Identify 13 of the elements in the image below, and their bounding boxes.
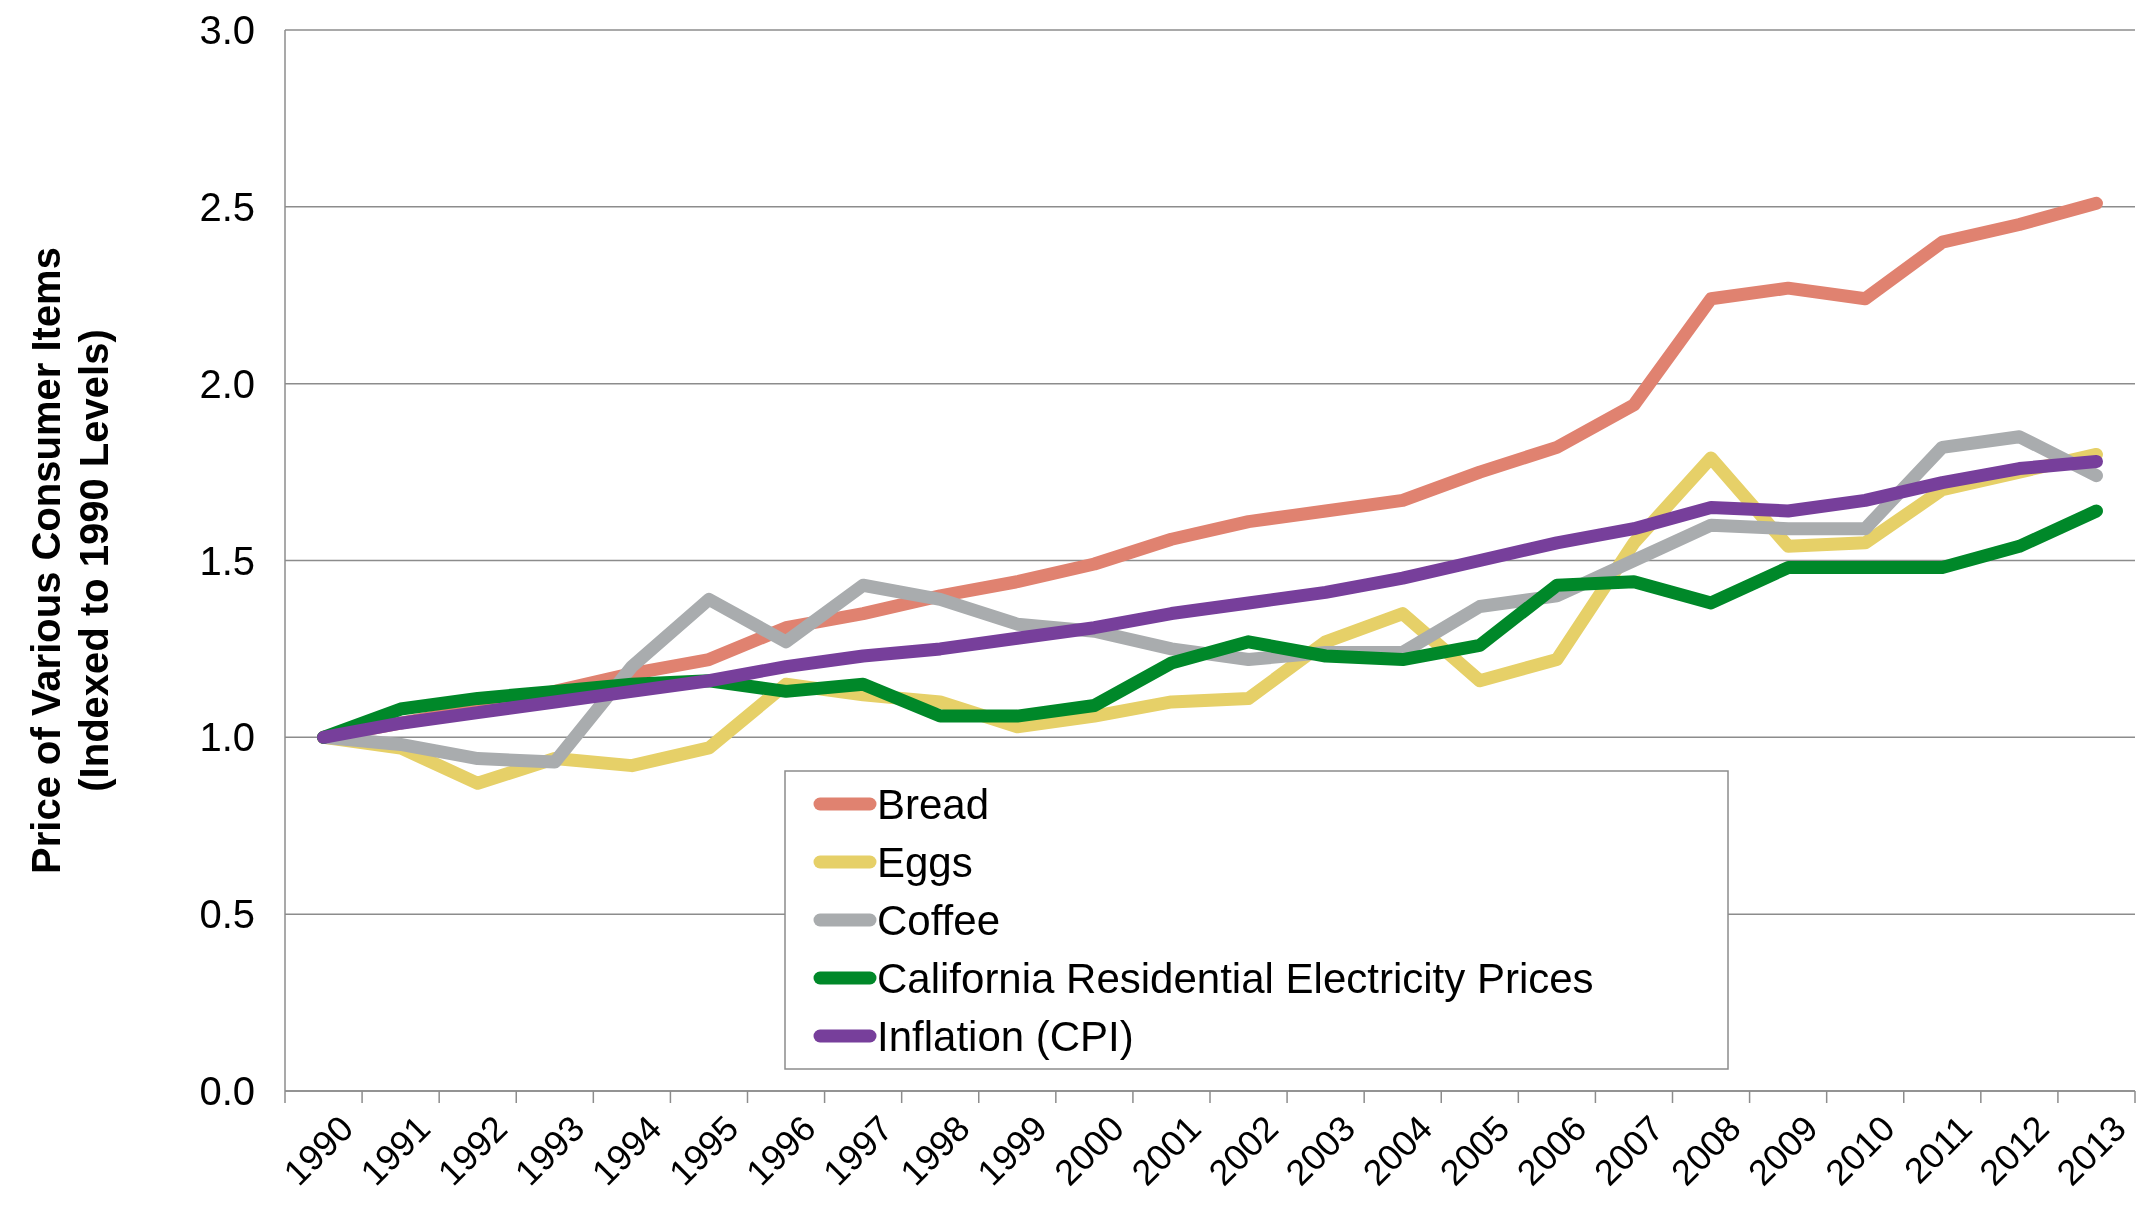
legend-label: Bread bbox=[877, 780, 990, 828]
y-tick-label: 2.5 bbox=[199, 184, 255, 229]
legend-label: Coffee bbox=[877, 896, 1000, 944]
y-axis-title: Price of Various Consumer Items (Indexed to 1990 Levels) bbox=[24, 247, 116, 874]
y-tick-label: 0.0 bbox=[199, 1069, 255, 1113]
y-tick-label: 1.5 bbox=[199, 538, 255, 583]
y-tick-label: 2.0 bbox=[199, 361, 255, 406]
legend-label: Eggs bbox=[877, 838, 973, 886]
legend-label: Inflation (CPI) bbox=[877, 1012, 1134, 1060]
legend-label: California Residential Electricity Prices bbox=[877, 954, 1594, 1002]
y-tick-label: 1.0 bbox=[199, 715, 255, 760]
y-tick-label: 3.0 bbox=[199, 8, 255, 52]
y-tick-label: 0.5 bbox=[199, 892, 255, 937]
